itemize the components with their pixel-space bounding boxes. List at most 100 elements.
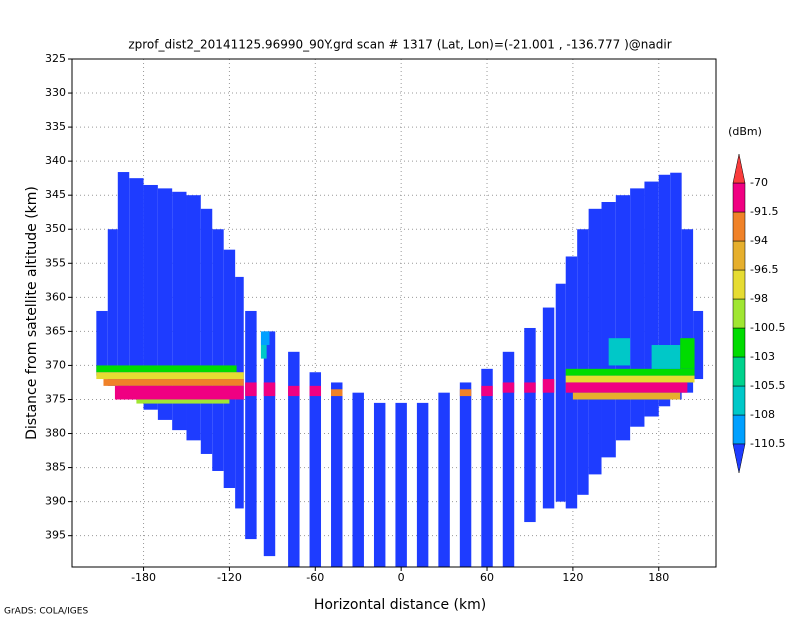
cell — [608, 338, 631, 366]
cell — [502, 351, 515, 567]
cell — [555, 283, 566, 502]
cell — [615, 195, 631, 441]
y-tick-label: 395 — [45, 529, 66, 542]
footer: GrADS: COLA/IGES — [4, 607, 88, 617]
plot-frame — [71, 58, 717, 568]
colorbar-tick-label: -108 — [750, 408, 775, 421]
cell — [96, 365, 237, 373]
colorbar-tick-label: -91.5 — [750, 205, 778, 218]
cell — [288, 351, 300, 567]
cell — [309, 385, 322, 397]
cell — [630, 188, 645, 427]
cell — [373, 402, 386, 567]
cell — [601, 202, 616, 458]
x-axis-label: Horizontal distance (km) — [314, 597, 486, 613]
y-tick-label: 375 — [45, 392, 66, 405]
x-tick-label: 0 — [398, 571, 405, 584]
colorbar-max-triangle — [732, 153, 746, 184]
cell — [670, 172, 682, 400]
chart-title: zprof_dist2_20141125.96990_90Y.grd scan … — [128, 38, 671, 52]
cell — [459, 389, 472, 397]
colorbar-box — [732, 211, 746, 242]
colorbar-tick-label: -96.5 — [750, 263, 778, 276]
cell — [107, 229, 118, 386]
cell — [331, 382, 343, 567]
cell — [680, 338, 695, 369]
x-tick-label: -180 — [131, 571, 156, 584]
colorbar-box — [732, 414, 746, 445]
colorbar-box — [732, 269, 746, 300]
colorbar-tick-label: -103 — [750, 350, 775, 363]
colorbar-label: (dBm) — [728, 125, 762, 138]
cell — [438, 392, 450, 567]
cell — [459, 382, 472, 567]
cell — [245, 382, 257, 397]
x-tick-label: -120 — [217, 571, 242, 584]
cell — [658, 174, 671, 407]
colorbar-tick-label: -100.5 — [750, 321, 785, 334]
cell — [96, 310, 108, 376]
cell — [96, 372, 244, 380]
cell — [565, 368, 695, 376]
cell — [143, 184, 158, 410]
colorbar-tick-label: -98 — [750, 292, 768, 305]
cell — [395, 402, 407, 567]
colorbar-box — [732, 356, 746, 387]
x-tick-label: 60 — [480, 571, 494, 584]
cell — [502, 382, 515, 393]
x-tick-label: -60 — [306, 571, 324, 584]
cell — [542, 379, 555, 393]
cell — [129, 178, 144, 400]
y-tick-label: 330 — [45, 86, 66, 99]
cell — [651, 345, 681, 369]
cell — [263, 331, 276, 557]
y-tick-label: 325 — [45, 52, 66, 65]
cell — [114, 385, 244, 400]
y-tick-label: 340 — [45, 154, 66, 167]
cell — [524, 327, 536, 523]
cell — [524, 382, 536, 393]
y-tick-label: 365 — [45, 324, 66, 337]
cell — [481, 385, 493, 397]
cell — [245, 310, 257, 540]
cell — [200, 208, 213, 454]
colorbar-box — [732, 182, 746, 213]
colorbar-tick-label: -110.5 — [750, 437, 785, 450]
cell — [693, 310, 704, 380]
cell — [260, 331, 270, 346]
cell — [260, 345, 267, 359]
cell — [565, 375, 695, 383]
colorbar-tick-label: -94 — [750, 234, 768, 247]
y-tick-label: 350 — [45, 222, 66, 235]
cell — [577, 229, 589, 495]
y-tick-label: 390 — [45, 495, 66, 508]
y-tick-label: 370 — [45, 358, 66, 371]
cell — [588, 208, 602, 475]
cell — [136, 399, 230, 404]
cell — [352, 392, 364, 567]
cell — [309, 372, 322, 567]
y-tick-label: 360 — [45, 290, 66, 303]
cell — [565, 382, 688, 393]
cell — [681, 229, 694, 393]
colorbar-box — [732, 327, 746, 358]
colorbar-tick-label: -70 — [750, 176, 768, 189]
cell — [263, 382, 276, 397]
x-tick-label: 120 — [562, 571, 583, 584]
y-tick-label: 355 — [45, 256, 66, 269]
colorbar-min-triangle — [732, 443, 746, 474]
colorbar-tick-label: -105.5 — [750, 379, 785, 392]
cell — [157, 188, 173, 420]
y-tick-label: 345 — [45, 188, 66, 201]
x-tick-label: 180 — [648, 571, 669, 584]
colorbar-box — [732, 240, 746, 271]
cell — [481, 368, 493, 567]
colorbar-box — [732, 298, 746, 329]
cell — [572, 392, 681, 400]
cell — [542, 307, 555, 509]
y-axis-label: Distance from satellite altitude (km) — [24, 186, 40, 440]
cell — [103, 379, 244, 386]
cell — [117, 172, 130, 393]
y-tick-label: 380 — [45, 427, 66, 440]
